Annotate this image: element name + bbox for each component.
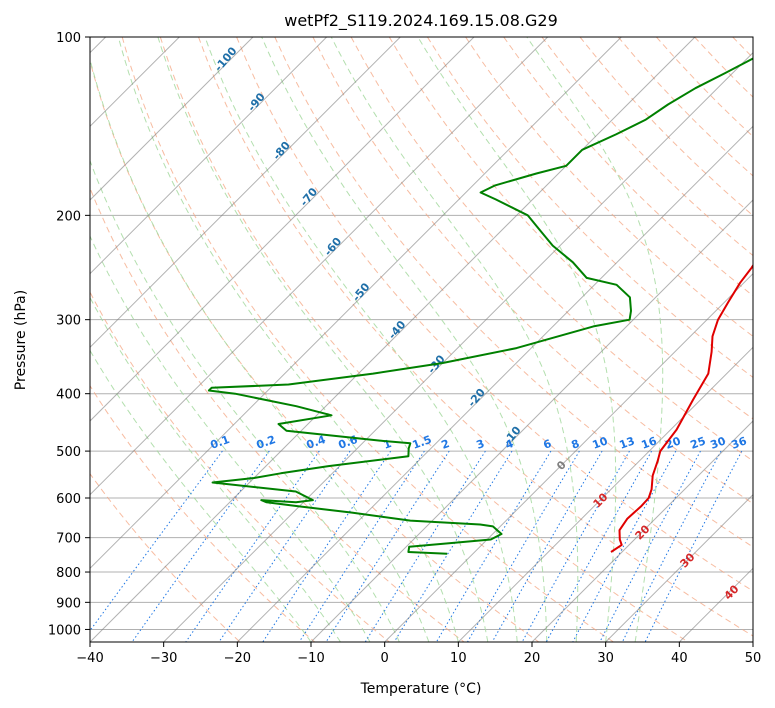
- mixing-ratio-label: 16: [640, 434, 659, 452]
- moist-adiabat-line: [117, 37, 459, 642]
- mixing-ratio-line: [298, 450, 425, 642]
- x-tick-label: −20: [224, 651, 251, 666]
- moist-adiabat-line: [526, 37, 664, 642]
- x-tick-label: 10: [450, 651, 467, 666]
- y-tick-label: 800: [56, 566, 81, 581]
- plot-frame: [89, 36, 754, 643]
- isotherm-line: [90, 37, 401, 349]
- dry-adiabat-line: [426, 37, 753, 378]
- isotherm-line: [90, 37, 549, 496]
- moist-adiabat-line: [90, 296, 341, 642]
- mixing-ratio-line: [218, 450, 351, 642]
- x-axis-label: Temperature (°C): [360, 681, 482, 697]
- dry-adiabat-line: [388, 37, 753, 420]
- mixing-ratio-label: 8: [570, 437, 582, 452]
- mixing-ratio-line: [621, 450, 722, 642]
- mixing-ratio-label: 1: [382, 437, 394, 452]
- dry-adiabat-line: [90, 384, 316, 642]
- mixing-ratio-label: 10: [591, 434, 610, 452]
- y-tick-label: 700: [56, 532, 81, 547]
- chart-title: wetPf2_S119.2024.169.15.08.G29: [284, 11, 558, 31]
- sounding-profiles: [207, 57, 753, 555]
- isotherm-line: [163, 51, 753, 642]
- isotherm-line: [531, 420, 753, 642]
- mixing-ratio-line: [572, 450, 677, 642]
- mixing-ratio-label: 30: [709, 434, 728, 452]
- pressure-gridlines: [90, 37, 753, 630]
- moist-adiabat-line: [330, 37, 579, 642]
- plot-area: -100-90-80-70-60-50-40-30-20-100.1 0.2 0.4…: [90, 37, 753, 642]
- moist-adiabat-line: [90, 159, 400, 642]
- dry-adiabat-line: [274, 37, 753, 548]
- mixing-ratio-line: [545, 450, 653, 642]
- moist-adiabat-line: [90, 57, 430, 642]
- mixing-ratio-label: 20: [664, 434, 683, 452]
- isotherm-line: [90, 37, 696, 642]
- x-tick-label: −40: [76, 651, 103, 666]
- isotherm-line: [384, 272, 753, 642]
- mixing-ratio-line: [599, 450, 701, 642]
- mixing-ratio-label: 2: [440, 437, 452, 452]
- temperature-profile-line: [610, 263, 753, 553]
- isotherm-line: [90, 37, 622, 570]
- isotherm-line: [236, 125, 753, 642]
- y-tick-label: 500: [56, 445, 81, 460]
- y-tick-label: 1000: [48, 623, 81, 638]
- x-tick-label: −10: [297, 651, 324, 666]
- mixing-ratio-label: 36: [730, 434, 749, 452]
- isotherm-line: [90, 37, 328, 275]
- dry-adiabat-line: [121, 37, 614, 642]
- y-axis-label: Pressure (hPa): [13, 290, 29, 390]
- mixing-ratio-line: [644, 450, 743, 642]
- mixing-ratio-label: 4: [504, 437, 516, 452]
- moist-adiabat-line: [417, 37, 617, 642]
- dry-adiabat-line: [90, 59, 540, 642]
- mixing-ratio-line: [491, 450, 603, 642]
- y-axis-ticks: 100 200 300 400 500 600 700 800 900 1000: [48, 31, 90, 638]
- x-tick-label: −30: [150, 651, 177, 666]
- x-tick-label: 50: [745, 651, 762, 666]
- mixing-ratio-label: 3: [475, 437, 487, 452]
- y-tick-label: 300: [56, 314, 81, 329]
- isotherm-line: [457, 346, 753, 642]
- y-tick-label: 200: [56, 209, 81, 224]
- mixing-ratio-lines: [90, 450, 743, 642]
- dry-adiabat-line: [159, 37, 689, 642]
- y-tick-label: 100: [56, 31, 81, 46]
- isotherm-line: [310, 199, 753, 642]
- mixing-ratio-line: [262, 450, 392, 642]
- mixing-ratio-label: 25: [689, 434, 708, 451]
- mixing-ratio-label: 0.1: [209, 433, 232, 452]
- moist-adiabat-line: [261, 37, 548, 642]
- x-tick-label: 20: [524, 651, 541, 666]
- mixing-ratio-label: 1.5: [411, 433, 434, 452]
- isotherm-line: [90, 37, 475, 422]
- moist-adiabat-line: [157, 37, 489, 642]
- mixing-ratio-label: 0.4: [305, 433, 328, 452]
- mixing-ratio-line: [521, 450, 630, 642]
- mixing-ratio-label: 6: [542, 437, 554, 452]
- x-tick-label: 40: [671, 651, 688, 666]
- mixing-ratio-line: [90, 450, 223, 632]
- y-tick-label: 900: [56, 596, 81, 611]
- moist-adiabat-line: [204, 37, 518, 642]
- mixing-ratio-label: 13: [618, 434, 637, 451]
- mixing-ratio-label: 0.2: [255, 433, 278, 452]
- x-axis-ticks: −40 −30 −20 −10 0 10 20 30 40 50: [76, 642, 761, 666]
- skewed-isotherms: [90, 37, 753, 642]
- y-tick-label: 400: [56, 388, 81, 403]
- dewpoint-profile-line: [207, 57, 753, 555]
- x-tick-label: 0: [381, 651, 389, 666]
- x-tick-label: 30: [597, 651, 614, 666]
- mixing-ratio-line: [185, 450, 320, 642]
- isotherm-line: [605, 493, 753, 642]
- isotherm-line: [90, 37, 254, 201]
- y-tick-label: 600: [56, 492, 81, 507]
